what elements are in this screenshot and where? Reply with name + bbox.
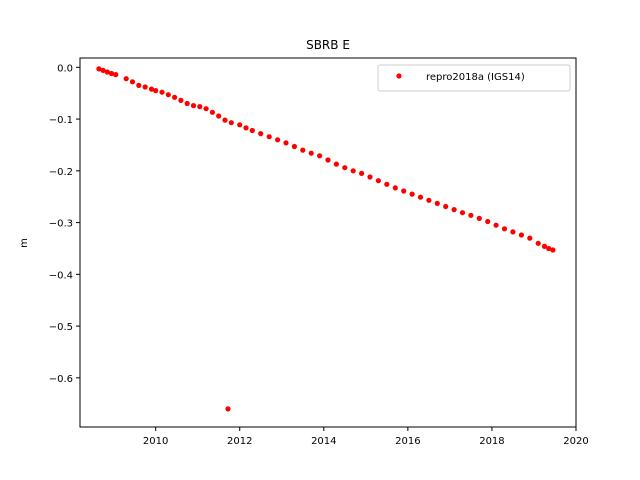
data-point xyxy=(136,82,142,88)
legend-label: repro2018a (IGS14) xyxy=(426,72,525,83)
data-point xyxy=(300,147,306,153)
x-tick-label: 2016 xyxy=(395,436,420,447)
data-point xyxy=(222,117,228,123)
data-point xyxy=(443,203,449,210)
x-axis-ticks: 2010 2012 2014 2016 2018 2020 xyxy=(143,427,589,447)
y-tick-label: −0.4 xyxy=(49,270,73,281)
data-point xyxy=(148,86,155,92)
data-point xyxy=(237,122,243,128)
y-tick-label: −0.2 xyxy=(49,167,73,178)
data-point xyxy=(243,125,249,131)
legend-box xyxy=(377,64,571,92)
data-point xyxy=(100,67,106,73)
data-point xyxy=(527,235,533,241)
data-point xyxy=(108,70,115,77)
data-point xyxy=(266,134,272,140)
data-point xyxy=(541,243,548,249)
data-point xyxy=(546,245,552,252)
data-point xyxy=(384,181,390,187)
data-point xyxy=(434,200,440,206)
x-tick-label: 2012 xyxy=(227,436,252,447)
data-point xyxy=(510,229,516,235)
data-point xyxy=(184,100,190,107)
data-point xyxy=(392,185,398,191)
x-tick-label: 2010 xyxy=(143,436,168,447)
y-axis-label: m xyxy=(19,238,30,248)
data-point xyxy=(375,178,381,184)
data-point xyxy=(333,161,339,167)
data-point xyxy=(317,153,323,159)
chart-title: SBRB E xyxy=(306,38,350,52)
data-point xyxy=(518,232,525,238)
data-point xyxy=(225,406,231,412)
data-point xyxy=(216,113,222,119)
legend-marker xyxy=(396,73,402,79)
data-point xyxy=(350,168,356,174)
data-point xyxy=(172,94,178,100)
data-point xyxy=(142,84,148,90)
data-point xyxy=(104,69,110,75)
y-axis-ticks: 0.0 −0.1 −0.2 −0.3 −0.4 −0.5 −0.6 xyxy=(49,63,80,385)
x-tick-label: 2014 xyxy=(311,436,336,447)
data-point xyxy=(501,226,508,232)
data-point xyxy=(197,104,203,110)
data-point xyxy=(159,89,165,95)
data-point xyxy=(258,131,264,137)
data-point xyxy=(96,66,102,72)
data-point xyxy=(535,240,541,246)
data-point xyxy=(228,120,234,126)
data-point xyxy=(165,92,171,98)
plot-frame xyxy=(79,57,577,428)
data-point xyxy=(291,143,297,150)
data-point xyxy=(451,207,457,213)
data-point xyxy=(113,72,119,78)
data-point xyxy=(129,79,136,85)
legend: repro2018a (IGS14) xyxy=(377,64,571,92)
data-point xyxy=(342,165,348,171)
data-point xyxy=(485,218,491,225)
data-point xyxy=(275,137,281,143)
data-point xyxy=(367,174,373,180)
data-point xyxy=(190,103,197,109)
data-point xyxy=(459,210,466,216)
data-point xyxy=(249,127,255,134)
data-point xyxy=(153,88,159,94)
data-point xyxy=(359,170,365,176)
data-point xyxy=(203,106,209,112)
data-point xyxy=(476,215,482,221)
data-point xyxy=(550,247,556,253)
y-tick-label: −0.6 xyxy=(49,374,73,385)
y-tick-label: 0.0 xyxy=(57,63,73,74)
data-point xyxy=(401,188,407,194)
data-point xyxy=(493,222,499,228)
x-tick-label: 2018 xyxy=(479,436,504,447)
y-tick-label: −0.1 xyxy=(49,115,73,126)
data-point xyxy=(409,191,415,197)
data-point xyxy=(468,212,474,218)
data-point xyxy=(178,97,184,103)
data-point xyxy=(325,157,331,163)
data-point xyxy=(426,197,432,203)
y-tick-label: −0.3 xyxy=(49,219,73,230)
data-point xyxy=(209,109,215,115)
data-points xyxy=(96,66,556,412)
data-point xyxy=(417,194,424,200)
data-point xyxy=(283,140,289,146)
y-tick-label: −0.5 xyxy=(49,322,73,333)
data-point xyxy=(123,76,129,82)
data-point xyxy=(308,150,314,156)
x-tick-label: 2020 xyxy=(563,436,588,447)
